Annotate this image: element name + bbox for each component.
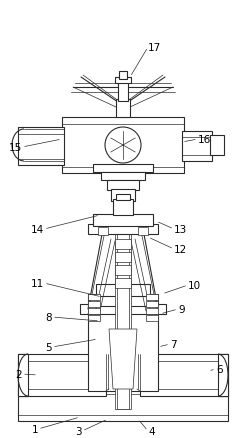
Bar: [140, 354, 228, 396]
Bar: [88, 294, 158, 306]
Bar: [107, 180, 139, 191]
Bar: [80, 304, 166, 314]
Text: 7: 7: [170, 339, 177, 349]
Bar: [111, 190, 135, 201]
Bar: [93, 215, 153, 226]
Polygon shape: [218, 354, 228, 396]
Bar: [18, 128, 64, 166]
Bar: [113, 200, 133, 215]
Bar: [62, 118, 184, 173]
Text: 13: 13: [174, 225, 187, 234]
Bar: [138, 227, 148, 236]
Text: 9: 9: [178, 304, 185, 314]
Circle shape: [105, 128, 141, 164]
Bar: [88, 225, 158, 234]
Text: 5: 5: [45, 342, 52, 352]
Bar: [146, 294, 158, 300]
Text: 8: 8: [45, 312, 52, 322]
Text: 3: 3: [75, 426, 82, 436]
Bar: [96, 284, 150, 297]
Bar: [98, 227, 108, 236]
Bar: [88, 309, 158, 391]
Bar: [116, 100, 130, 118]
Bar: [88, 294, 100, 300]
Text: 12: 12: [174, 244, 187, 254]
Bar: [119, 72, 127, 80]
Bar: [115, 279, 131, 288]
Bar: [88, 308, 100, 314]
Bar: [18, 354, 106, 396]
Bar: [93, 165, 153, 173]
Text: 17: 17: [148, 43, 161, 53]
Bar: [115, 265, 131, 276]
Text: 15: 15: [9, 143, 22, 153]
Bar: [146, 315, 158, 321]
Text: 4: 4: [148, 426, 155, 436]
Bar: [115, 78, 131, 84]
Polygon shape: [18, 354, 28, 396]
Bar: [117, 230, 129, 409]
Bar: [182, 132, 212, 162]
Bar: [88, 301, 100, 307]
Text: 14: 14: [31, 225, 44, 234]
Text: 1: 1: [31, 424, 38, 434]
Bar: [118, 80, 128, 102]
Polygon shape: [109, 329, 137, 389]
Bar: [146, 308, 158, 314]
Bar: [115, 230, 131, 409]
Bar: [210, 136, 224, 155]
Text: 6: 6: [216, 364, 223, 374]
Bar: [18, 389, 228, 421]
Bar: [116, 194, 130, 201]
Bar: [88, 315, 100, 321]
Text: 10: 10: [188, 280, 201, 290]
Bar: [115, 240, 131, 249]
Text: 2: 2: [15, 369, 22, 379]
Bar: [101, 173, 145, 180]
Bar: [146, 301, 158, 307]
Text: 16: 16: [198, 135, 211, 145]
Bar: [118, 170, 128, 200]
Bar: [115, 252, 131, 262]
Text: 11: 11: [31, 279, 44, 288]
